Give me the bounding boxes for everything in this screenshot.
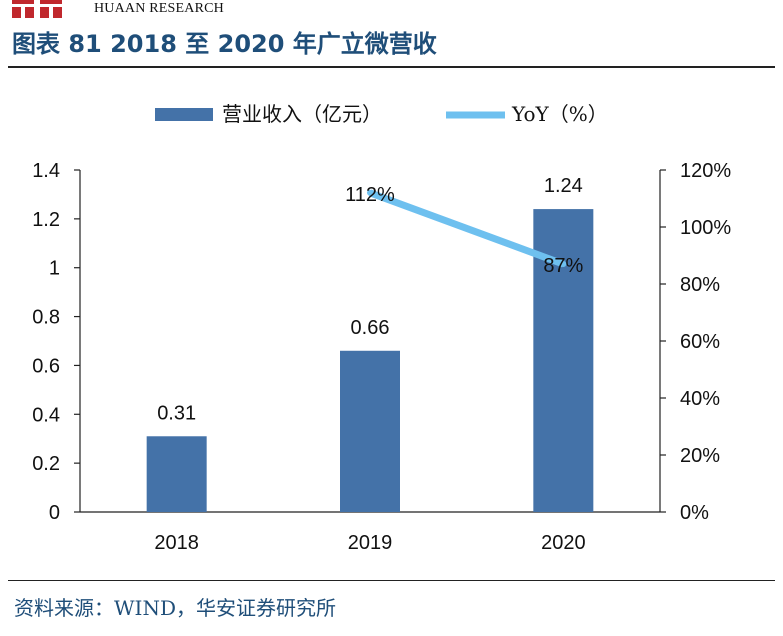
bottom-divider [8, 580, 775, 581]
source-note: 资料来源：WIND，华安证券研究所 [14, 596, 336, 620]
x-tick-label: 2020 [541, 532, 586, 554]
y-left-tick-label: 1.2 [32, 209, 60, 231]
y-left-tick-label: 0.2 [32, 453, 60, 475]
data-labels: 0.31 0.66 1.24 112% 87% [157, 175, 583, 424]
yoy-value-label: 112% [345, 184, 395, 206]
y-right-tick-label: 40% [680, 388, 720, 410]
yoy-line [367, 189, 567, 268]
y-right-tick-label: 120% [680, 160, 731, 182]
y-left-tick-label: 1.4 [32, 160, 60, 182]
yoy-point [560, 261, 567, 268]
bar-value-label: 0.66 [351, 317, 390, 339]
yoy-point [367, 189, 373, 196]
legend: 营业收入（亿元） YoY（%） [155, 102, 608, 126]
y-right-tick-label: 60% [680, 331, 720, 353]
y-left-tick-label: 0.8 [32, 307, 60, 329]
brand-name: HUAAN RESEARCH [94, 1, 224, 16]
yoy-value-label: 87% [543, 255, 583, 277]
y-left-tick-label: 0 [49, 502, 60, 524]
bar-value-label: 0.31 [157, 402, 196, 424]
bar-2018 [146, 436, 207, 512]
yoy-series-line [368, 189, 565, 268]
legend-bar-swatch [155, 108, 213, 121]
bar-2019 [340, 350, 400, 512]
y-right-tick-label: 80% [680, 274, 720, 296]
y-left-tick-label: 0.6 [32, 355, 60, 377]
huaan-logo [12, 0, 62, 18]
y-right-tick-label: 100% [680, 217, 731, 239]
y-right-tick-label: 0% [680, 502, 709, 524]
y-right-tick-label: 20% [680, 445, 720, 467]
y-left-tick-label: 1 [49, 258, 60, 280]
legend-bar-label: 营业收入（亿元） [222, 102, 382, 126]
revenue-chart: 营业收入（亿元） YoY（%） 0 0.2 0.4 0.6 0.8 1 1.2 1.4 0% 20… [32, 102, 731, 554]
bar-value-label: 1.24 [544, 175, 583, 197]
x-tick-label: 2019 [348, 532, 393, 554]
figure-title: 图表 81 2018 至 2020 年广立微营收 [12, 30, 437, 58]
bars [146, 209, 594, 513]
x-tick-label: 2018 [154, 532, 199, 554]
y-left-tick-label: 0.4 [32, 404, 60, 426]
top-divider [8, 66, 775, 68]
legend-line-label: YoY（%） [511, 102, 608, 126]
